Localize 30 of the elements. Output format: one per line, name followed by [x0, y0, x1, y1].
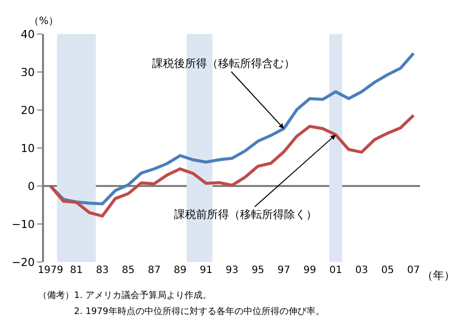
annotation: 課税前所得（移転所得除く）	[174, 208, 317, 221]
x-tick-label: 1979	[38, 265, 64, 276]
text: （備考）1. アメリカ議会予算局より作成。	[38, 290, 212, 301]
x-tick-label: 01	[329, 265, 342, 276]
y-tick-label: 20	[20, 104, 35, 117]
y-tick-label: 0	[28, 180, 35, 193]
x-tick-label: 83	[96, 265, 109, 276]
y-tick-label: 30	[20, 66, 35, 79]
x-tick-label: 85	[122, 265, 135, 276]
x-tick-label: 87	[148, 265, 161, 276]
annotation: 課税後所得（移転所得含む）	[152, 57, 295, 70]
line-series	[48, 52, 416, 206]
x-tick-label: 95	[252, 265, 264, 276]
text: 2. 1979年時点の中位所得に対する各年の中位所得の伸び率。	[74, 306, 324, 317]
line-series	[48, 114, 416, 218]
x-tick-label: 07	[407, 265, 420, 276]
x-tick-label: 93	[226, 265, 238, 276]
x-tick-label: 81	[70, 265, 83, 276]
y-axis-title: （%）	[29, 16, 59, 27]
x-tick-label: 99	[303, 265, 316, 276]
y-tick-label: 40	[20, 28, 35, 41]
y-tick-label: 10	[20, 142, 35, 155]
x-tick-label: 05	[381, 265, 394, 276]
y-tick-label: −20	[12, 256, 35, 269]
y-tick-label: −10	[12, 218, 35, 231]
x-tick-label: 03	[355, 265, 368, 276]
x-tick-label: 97	[277, 265, 290, 276]
x-axis-title: （年）	[422, 269, 455, 282]
x-tick-label: 89	[174, 265, 187, 276]
x-tick-label: 91	[200, 265, 212, 276]
